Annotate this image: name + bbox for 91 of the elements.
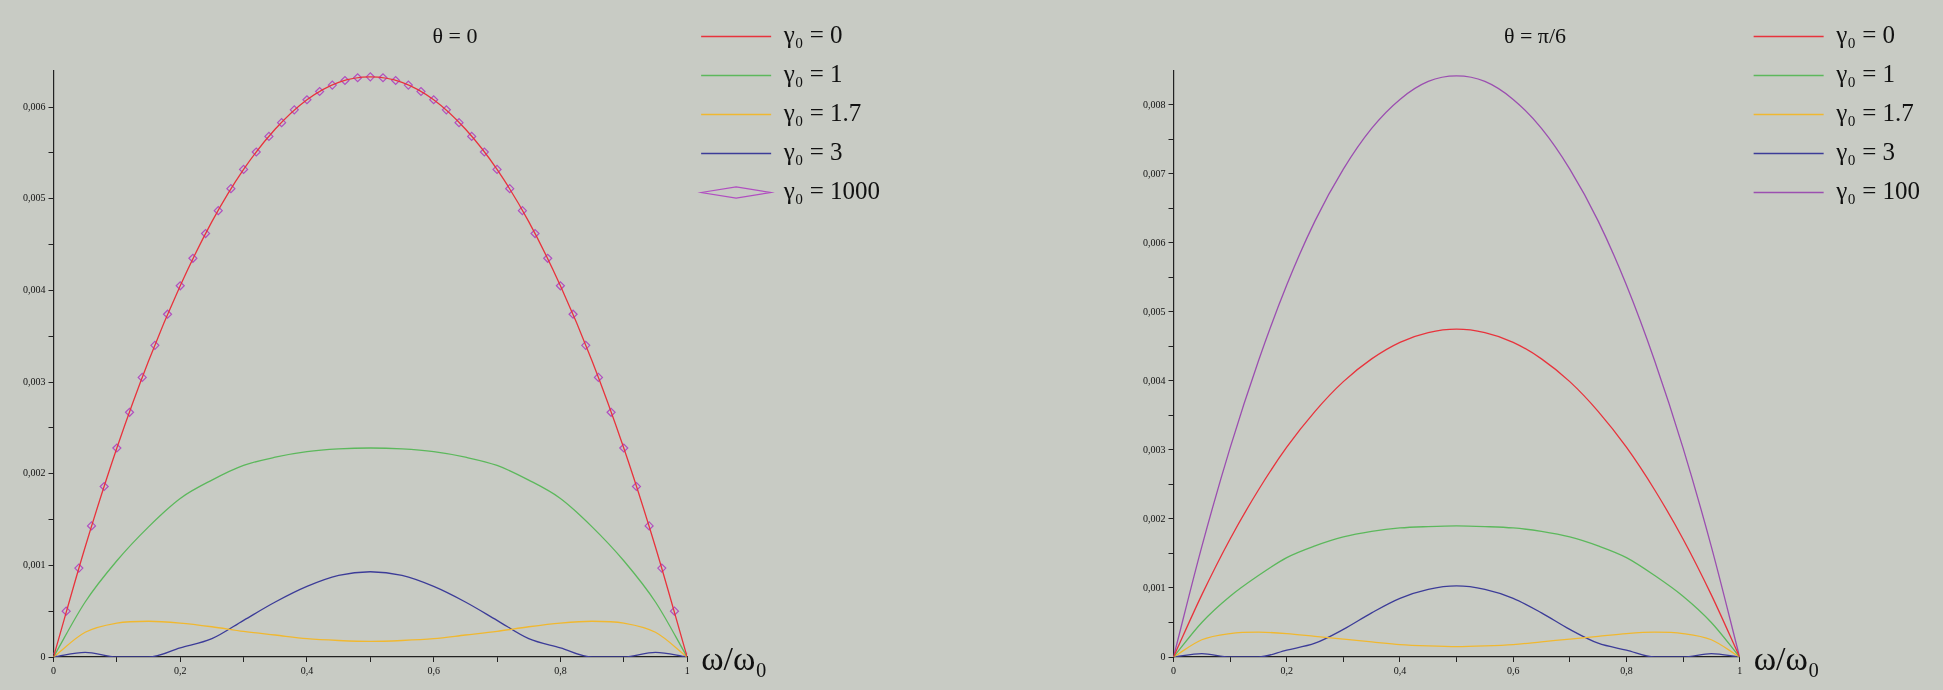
point (593, 372, 604, 383)
point (315, 86, 325, 97)
y-tick-label: 0,001 (23, 558, 46, 570)
y-tick-label: 0 (1160, 650, 1166, 662)
point (61, 606, 71, 616)
chart-title: θ = π/6 (1503, 22, 1567, 48)
legend-label: γ₀ = 3 (1835, 138, 1896, 166)
x-tick-label: 0,4 (300, 664, 314, 676)
point (327, 80, 337, 90)
y-tick-label: 0,001 (1143, 581, 1166, 593)
point (391, 75, 401, 86)
point (175, 281, 185, 291)
y-tick-label: 0,004 (23, 284, 46, 295)
point (657, 563, 667, 573)
x-axis-title: ω/ω₀ (1753, 639, 1820, 677)
point (555, 281, 566, 291)
point (289, 105, 299, 115)
y-tick-label: 0,006 (23, 100, 46, 112)
point (251, 147, 261, 157)
point (264, 131, 274, 141)
point (213, 206, 223, 216)
point (302, 95, 312, 105)
point (238, 164, 249, 174)
point (530, 228, 540, 239)
point (517, 206, 527, 216)
point (492, 164, 502, 174)
point (403, 80, 413, 90)
point (543, 253, 553, 263)
point (86, 521, 97, 531)
point (631, 481, 642, 492)
point (581, 340, 591, 350)
x-tick-label: 1 (1737, 664, 1743, 676)
y-tick-label: 0,008 (1143, 98, 1166, 110)
point (112, 443, 122, 453)
point (479, 147, 489, 157)
y-tick-label: 0 (40, 650, 46, 662)
point (429, 95, 439, 105)
legend-label: γ₀ = 1 (1835, 60, 1896, 88)
point (669, 606, 680, 616)
x-tick-label: 0,4 (1393, 664, 1407, 676)
point (416, 86, 426, 97)
legend-label: γ₀ = 3 (782, 138, 843, 166)
point (74, 563, 84, 573)
y-tick-label: 0,002 (1143, 512, 1166, 524)
y-tick-label: 0,002 (23, 467, 46, 479)
legend-label: γ₀ = 0 (782, 21, 843, 49)
point (150, 340, 160, 350)
y-tick-label: 0,004 (1143, 374, 1166, 386)
point (606, 407, 616, 417)
x-tick-label: 0,8 (1620, 664, 1633, 676)
legend-label: γ₀ = 0 (1835, 21, 1896, 49)
x-axis-title: ω/ω₀ (701, 639, 768, 677)
y-tick-label: 0,003 (23, 375, 46, 387)
y-tick-label: 0,007 (1143, 167, 1166, 179)
x-tick-label: 0,2 (173, 664, 187, 676)
y-tick-label: 0,005 (23, 192, 46, 204)
x-tick-label: 0,8 (554, 664, 567, 676)
point (454, 118, 464, 128)
x-tick-label: 0,6 (427, 664, 440, 676)
x-tick-label: 1 (684, 664, 690, 676)
legend-label: γ₀ = 1000 (782, 177, 881, 205)
point (644, 521, 654, 531)
point (365, 72, 375, 82)
y-tick-label: 0,006 (1143, 236, 1166, 248)
point (162, 309, 173, 319)
point (568, 309, 578, 319)
point (226, 184, 236, 194)
point (99, 481, 109, 492)
x-tick-label: 0,6 (1506, 664, 1520, 676)
legend-label: γ₀ = 1.7 (1835, 99, 1914, 127)
point (137, 372, 147, 383)
point (200, 228, 211, 239)
point (441, 105, 451, 115)
x-tick-label: 0 (51, 664, 56, 676)
legend-label: γ₀ = 1 (782, 60, 843, 88)
point (277, 118, 287, 128)
point (378, 73, 388, 83)
x-tick-label: 0,2 (1280, 664, 1293, 676)
point (124, 407, 135, 417)
point (340, 75, 350, 86)
legend-label: γ₀ = 1.7 (782, 99, 862, 127)
chart-title: θ = 0 (432, 22, 478, 48)
legend-label: γ₀ = 100 (1835, 177, 1921, 205)
y-tick-label: 0,003 (1143, 443, 1166, 455)
point (505, 184, 515, 194)
y-tick-label: 0,005 (1143, 305, 1166, 317)
x-tick-label: 0 (1171, 664, 1176, 676)
point (619, 443, 629, 453)
point (188, 253, 198, 263)
point (353, 73, 363, 83)
point (467, 131, 477, 141)
